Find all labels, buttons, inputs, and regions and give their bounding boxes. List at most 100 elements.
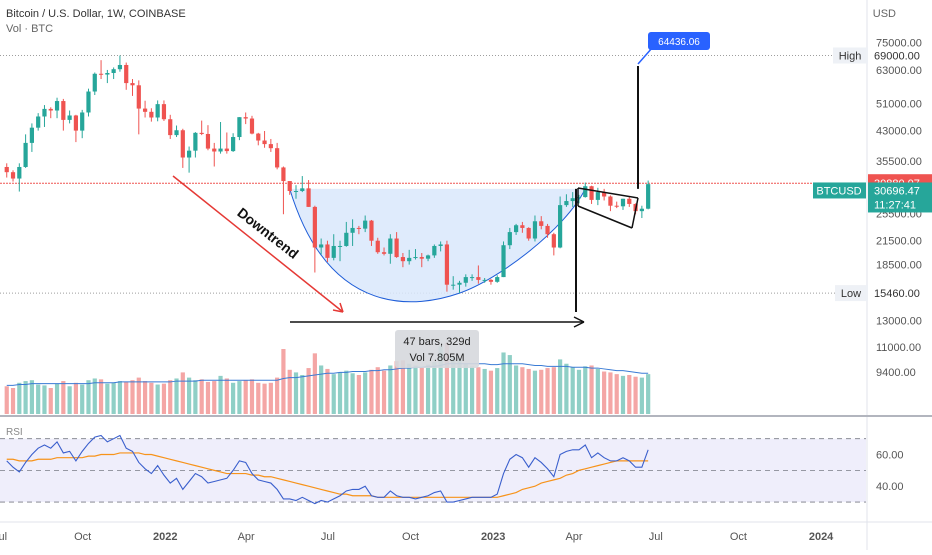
- volume-bar: [281, 349, 286, 414]
- volume-bar: [375, 367, 380, 414]
- volume-bar: [551, 367, 556, 414]
- volume-bar: [249, 379, 255, 414]
- time-tick-label: 2022: [153, 531, 177, 543]
- volume-bar: [576, 369, 582, 414]
- volume-bar: [180, 372, 185, 414]
- volume-bar: [501, 352, 506, 414]
- current-price-badge: [868, 182, 932, 213]
- volume-bar: [193, 380, 198, 414]
- volume-bar: [199, 379, 204, 414]
- volume-bar: [325, 368, 330, 414]
- price-tick-label: 43000.00: [876, 126, 922, 138]
- candle-body: [457, 282, 462, 285]
- time-tick-label: 2023: [481, 531, 505, 543]
- candle-body: [614, 205, 619, 207]
- candle-body: [432, 245, 437, 256]
- candle-body: [469, 277, 475, 279]
- volume-bar: [513, 365, 519, 414]
- volume-bar: [174, 378, 179, 414]
- high-label: High: [839, 50, 862, 62]
- volume-bar: [117, 381, 123, 414]
- volume-bar: [86, 380, 91, 414]
- candle-body: [168, 119, 173, 136]
- candle-body: [558, 205, 563, 248]
- candle-body: [620, 198, 626, 207]
- volume-bar: [237, 381, 242, 414]
- candle-body: [61, 101, 66, 120]
- candle-body: [394, 238, 399, 258]
- candle-body: [312, 206, 317, 248]
- volume-bar: [105, 383, 110, 414]
- volume-bar: [526, 368, 531, 414]
- candle-body: [262, 140, 267, 145]
- candle-body: [513, 225, 519, 233]
- low-label-bg: [835, 285, 868, 302]
- volume-bar: [212, 381, 217, 414]
- volume-bar: [583, 366, 588, 414]
- current-price-value: 30696.47: [874, 185, 920, 197]
- candle-body: [451, 284, 456, 286]
- volume-bar: [111, 382, 116, 414]
- candle-body: [407, 257, 412, 262]
- candle-body: [350, 227, 355, 233]
- candle-body: [551, 234, 556, 248]
- volume-bar: [142, 381, 148, 414]
- candle-body: [17, 166, 22, 179]
- time-tick-label: Apr: [565, 531, 582, 543]
- volume-bar: [639, 377, 644, 414]
- volume-bar: [29, 380, 34, 414]
- volume-bar: [388, 365, 393, 414]
- volume-bar: [124, 381, 129, 414]
- candle-body: [67, 115, 72, 120]
- volume-bar: [149, 382, 154, 414]
- candle-body: [639, 208, 644, 212]
- candle-body: [419, 257, 424, 259]
- volume-bar: [425, 364, 431, 414]
- volume-bar: [231, 382, 236, 414]
- high-label-bg: [833, 47, 868, 64]
- volume-bar: [570, 367, 575, 414]
- volume-bar: [67, 386, 72, 414]
- candle-body: [564, 201, 569, 206]
- candle-body: [369, 220, 374, 241]
- measure-bars-label: 47 bars, 329d: [403, 336, 470, 348]
- candle-body: [136, 85, 141, 109]
- volume-bar: [300, 375, 305, 414]
- price-tick-label: 75000.00: [876, 37, 922, 49]
- target-label: 64436.06: [658, 37, 700, 48]
- volume-bar: [444, 342, 450, 414]
- candle-body: [306, 188, 311, 207]
- volume-bar: [287, 369, 292, 414]
- volume-bar: [419, 367, 424, 414]
- volume-bar: [4, 386, 9, 414]
- volume-bar: [73, 382, 79, 414]
- volume-ma-line: [6, 363, 649, 386]
- candle-body: [331, 245, 336, 258]
- candle-body: [36, 116, 41, 128]
- symbol-badge: [813, 182, 866, 199]
- candle-body: [646, 184, 651, 209]
- volume-bar: [589, 365, 594, 414]
- candle-body: [10, 172, 16, 179]
- candle-body: [224, 148, 229, 152]
- time-tick-label: 2024: [809, 531, 834, 543]
- rsi-tick-label: 40.00: [876, 481, 904, 493]
- chart-title: Bitcoin / U.S. Dollar, 1W, COINBASE: [6, 8, 186, 20]
- volume-bar: [10, 388, 16, 414]
- high-value: 69000.00: [874, 50, 920, 62]
- candle-body: [42, 108, 47, 117]
- volume-bar: [293, 372, 299, 414]
- volume-bar: [344, 370, 349, 414]
- time-tick-label: Apr: [238, 531, 255, 543]
- candle-body: [520, 225, 525, 228]
- candle-body: [337, 245, 343, 247]
- candle-body: [583, 186, 588, 198]
- candle-body: [124, 64, 129, 84]
- candle-body: [86, 91, 91, 113]
- volume-bar: [482, 368, 487, 414]
- volume-bar: [476, 367, 481, 414]
- candle-body: [111, 69, 116, 74]
- volume-bar: [36, 384, 41, 414]
